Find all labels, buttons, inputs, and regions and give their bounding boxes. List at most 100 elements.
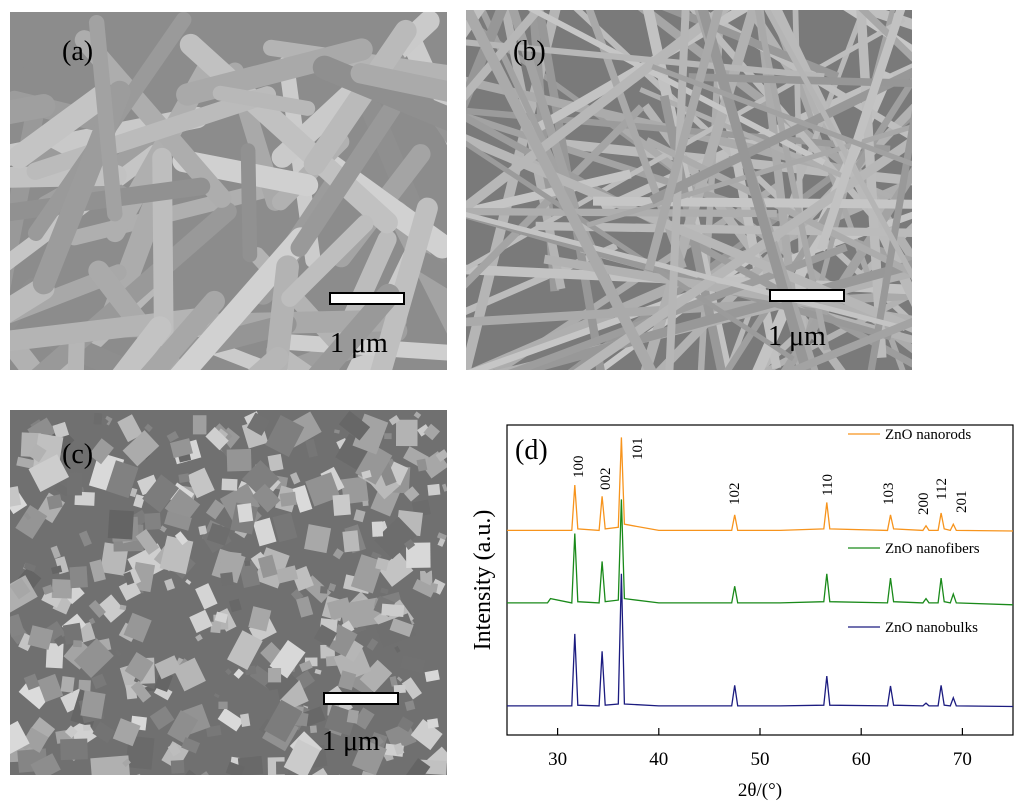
texture	[73, 638, 114, 679]
texture	[404, 700, 416, 712]
sem-image	[10, 12, 447, 370]
texture	[178, 473, 190, 484]
texture	[305, 472, 341, 507]
texture	[26, 86, 277, 180]
texture	[119, 604, 127, 611]
texture	[221, 478, 238, 491]
texture	[170, 227, 312, 370]
texture	[73, 640, 83, 648]
texture	[257, 554, 278, 579]
texture	[339, 597, 382, 630]
texture	[63, 638, 95, 670]
texture	[551, 138, 912, 186]
texture	[205, 725, 222, 738]
texture	[212, 85, 316, 116]
texture	[16, 456, 36, 469]
texture	[272, 512, 298, 543]
legend-label: ZnO nanobulks	[885, 620, 978, 636]
texture	[252, 483, 281, 513]
texture	[217, 708, 244, 732]
texture	[238, 559, 261, 589]
texture	[206, 522, 231, 546]
texture	[216, 428, 229, 441]
peak-label: 201	[954, 491, 970, 514]
texture	[427, 483, 441, 496]
texture	[441, 483, 447, 492]
texture	[27, 625, 54, 650]
texture	[28, 443, 47, 463]
texture	[370, 197, 438, 370]
texture	[18, 677, 52, 710]
texture	[396, 419, 418, 447]
texture	[90, 755, 131, 775]
texture	[66, 472, 82, 496]
texture	[227, 630, 263, 671]
texture	[122, 758, 131, 768]
texture	[11, 627, 29, 645]
texture	[210, 621, 222, 634]
texture	[466, 242, 618, 315]
texture	[784, 317, 912, 370]
texture	[342, 530, 360, 553]
texture	[413, 252, 447, 289]
texture	[764, 10, 912, 281]
texture	[195, 633, 203, 642]
texture	[10, 486, 22, 507]
texture	[374, 516, 417, 560]
texture	[123, 571, 135, 586]
texture	[535, 10, 605, 370]
texture	[275, 565, 299, 584]
texture	[299, 660, 313, 672]
texture	[393, 684, 406, 694]
texture	[289, 472, 301, 485]
texture	[246, 412, 271, 436]
scale-label: 1 μm	[330, 328, 388, 359]
texture	[858, 10, 912, 62]
texture	[164, 578, 175, 591]
scale-bar	[329, 292, 405, 305]
texture	[112, 316, 172, 370]
texture	[63, 583, 85, 605]
texture	[195, 583, 218, 610]
texture	[651, 64, 912, 167]
texture	[131, 561, 156, 593]
texture	[88, 438, 114, 465]
texture	[88, 14, 123, 222]
texture	[338, 410, 371, 441]
texture	[366, 638, 379, 651]
texture	[466, 211, 892, 341]
peak-label: 100	[571, 456, 587, 479]
texture	[267, 453, 284, 472]
x-tick-label: 60	[852, 749, 871, 770]
texture	[350, 554, 384, 594]
texture	[240, 713, 251, 727]
texture	[240, 143, 258, 263]
texture	[350, 63, 447, 102]
texture	[248, 606, 272, 632]
texture	[180, 769, 199, 775]
texture	[405, 542, 431, 568]
texture	[198, 525, 208, 536]
texture	[23, 673, 40, 691]
texture	[323, 774, 348, 775]
texture	[88, 600, 106, 618]
texture	[308, 283, 400, 370]
texture	[112, 718, 141, 747]
texture	[403, 486, 420, 502]
texture	[92, 721, 116, 744]
texture	[341, 620, 355, 635]
texture	[309, 725, 318, 734]
texture	[393, 742, 405, 756]
series-line	[507, 437, 1014, 532]
texture	[252, 517, 277, 547]
texture	[78, 679, 91, 692]
texture	[164, 511, 192, 531]
texture	[508, 259, 912, 370]
texture	[64, 725, 78, 739]
texture	[405, 758, 431, 775]
texture	[389, 618, 414, 637]
texture	[437, 538, 446, 547]
texture	[114, 649, 122, 658]
texture	[69, 566, 88, 589]
